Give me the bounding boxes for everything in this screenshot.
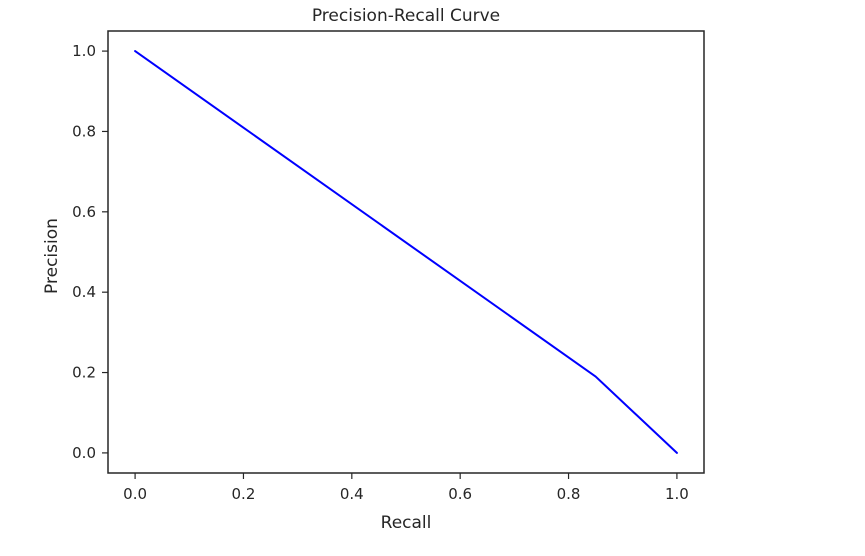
x-tick-label: 1.0 bbox=[665, 485, 689, 503]
y-axis-label: Precision bbox=[42, 218, 62, 294]
x-tick-label: 0.0 bbox=[123, 485, 147, 503]
y-tick-label: 0.2 bbox=[72, 364, 96, 382]
chart-title: Precision-Recall Curve bbox=[312, 6, 500, 26]
x-tick-label: 0.4 bbox=[340, 485, 364, 503]
y-tick-label: 1.0 bbox=[72, 42, 96, 60]
series-line-0 bbox=[134, 50, 678, 454]
y-axis-ticks: 0.0 0.2 0.4 0.6 0.8 1.0 bbox=[72, 42, 108, 462]
x-tick-label: 0.8 bbox=[557, 485, 581, 503]
y-tick-label: 0.0 bbox=[72, 444, 96, 462]
x-tick-label: 0.6 bbox=[448, 485, 472, 503]
plot-area bbox=[108, 31, 704, 473]
plot-frame bbox=[107, 30, 705, 474]
x-tick-label: 0.2 bbox=[232, 485, 256, 503]
y-tick-label: 0.4 bbox=[72, 283, 96, 301]
x-axis-ticks: 0.0 0.2 0.4 0.6 0.8 1.0 bbox=[123, 473, 689, 503]
y-tick-label: 0.6 bbox=[72, 203, 96, 221]
series-layer bbox=[134, 50, 678, 454]
x-axis-label: Recall bbox=[381, 513, 432, 533]
y-tick-label: 0.8 bbox=[72, 122, 96, 140]
